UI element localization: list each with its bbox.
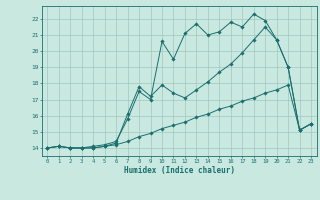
X-axis label: Humidex (Indice chaleur): Humidex (Indice chaleur) [124, 166, 235, 175]
